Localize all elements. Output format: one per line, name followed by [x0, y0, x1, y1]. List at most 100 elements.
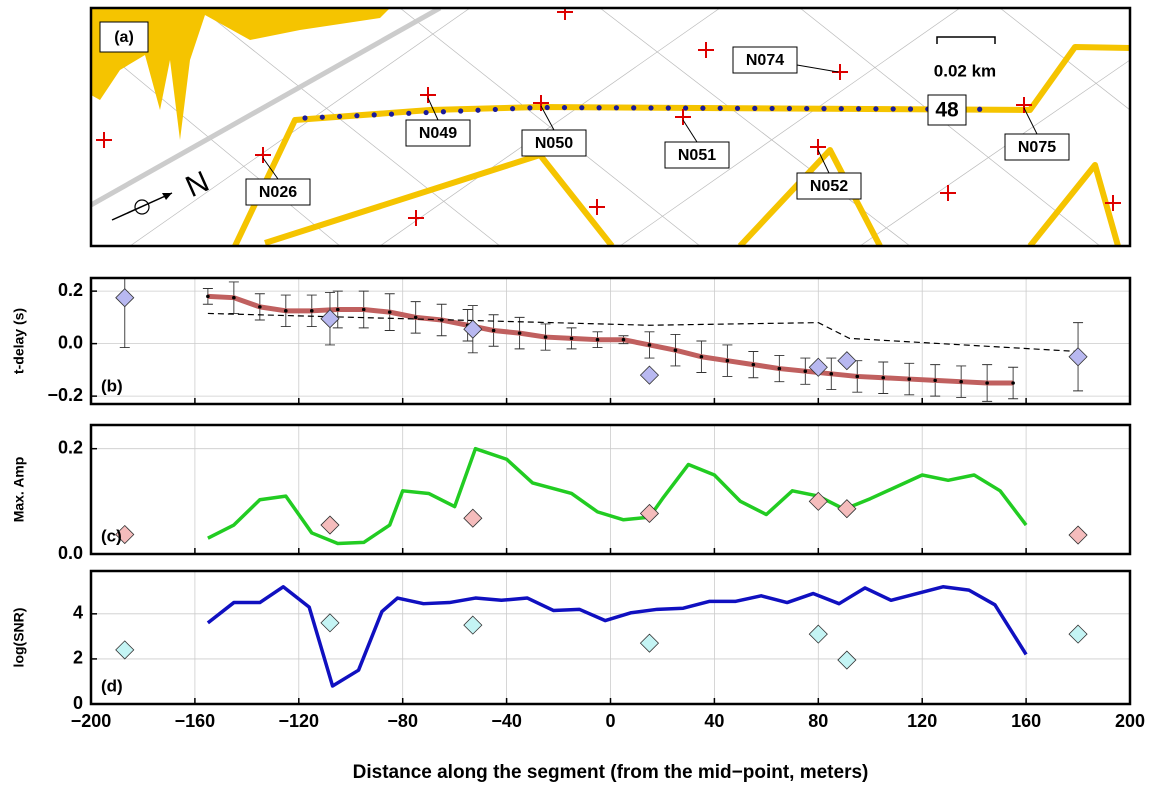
dot — [579, 105, 585, 111]
point — [751, 362, 756, 367]
map-frame — [89, 6, 1132, 248]
diamond — [639, 633, 660, 653]
diamond — [639, 365, 660, 385]
dot — [527, 105, 533, 111]
dot — [907, 106, 914, 112]
diamond — [115, 288, 135, 308]
station-labels: N074 N049 N050 N051 N075 N026 N052 — [245, 46, 1070, 206]
point — [725, 358, 730, 363]
station-label: N050 — [535, 135, 573, 152]
x-tick-label: −40 — [491, 711, 522, 731]
dot — [337, 113, 343, 120]
point — [284, 309, 288, 313]
dot — [821, 106, 827, 112]
dot — [648, 105, 654, 111]
point — [647, 343, 652, 347]
diamond — [320, 515, 340, 535]
y-tick-label: 0.2 — [58, 437, 83, 457]
dot — [838, 106, 844, 112]
point — [595, 337, 600, 342]
point — [206, 294, 210, 299]
point — [855, 374, 860, 379]
panel-label: (c) — [101, 526, 122, 545]
dot — [475, 107, 481, 113]
point — [959, 379, 963, 384]
dot — [302, 115, 308, 121]
series-line — [206, 585, 1028, 688]
x-tick-label: −160 — [175, 711, 216, 731]
dot — [440, 109, 446, 115]
y-axis-title: Max. Amp — [11, 457, 27, 523]
diamond — [808, 491, 828, 511]
point — [543, 335, 548, 339]
point — [777, 366, 782, 371]
series-line — [207, 446, 1028, 546]
y-axis-title: t-delay (s) — [11, 308, 27, 374]
point — [361, 307, 366, 312]
y-tick-label: 0.2 — [58, 280, 83, 300]
diamond — [320, 613, 340, 633]
markers — [96, 8, 1121, 226]
diamond — [320, 309, 340, 329]
point — [881, 375, 886, 380]
dot — [371, 112, 377, 118]
series-line — [207, 293, 1014, 386]
road — [91, 8, 442, 208]
y-tick-label: 0.0 — [58, 543, 83, 563]
dot — [423, 109, 429, 116]
station-label: N049 — [419, 125, 457, 142]
dot — [596, 105, 602, 111]
point — [621, 337, 626, 342]
dot — [734, 105, 741, 111]
point — [517, 331, 522, 335]
x-tick-label: 40 — [704, 711, 724, 731]
label-box — [99, 21, 149, 53]
dot — [717, 105, 723, 111]
dot — [890, 106, 896, 112]
y-tick-label: 4 — [73, 603, 83, 623]
dot — [700, 105, 706, 111]
x-tick-label: −80 — [387, 711, 418, 731]
diamond — [837, 351, 857, 371]
plot-frame — [89, 569, 1132, 706]
point — [673, 348, 678, 352]
point — [907, 377, 912, 381]
scale-bar — [936, 36, 996, 44]
plot-area — [91, 278, 1130, 404]
dashed-line — [207, 312, 1079, 353]
plot-area — [91, 571, 1130, 704]
point — [258, 305, 262, 309]
x-tick-label: −120 — [279, 711, 320, 731]
point — [985, 381, 989, 385]
dot — [319, 114, 325, 120]
dot — [804, 105, 810, 112]
diamond — [639, 503, 660, 524]
station-label: N051 — [678, 147, 716, 164]
diamond — [837, 499, 857, 519]
dot — [631, 105, 637, 111]
dot — [665, 105, 671, 111]
y-tick-label: 0.0 — [58, 332, 83, 352]
dot — [856, 106, 862, 112]
point — [413, 315, 418, 320]
x-tick-label: 120 — [907, 711, 937, 731]
coastline — [91, 8, 390, 140]
dot — [752, 105, 758, 111]
y-tick-label: 0 — [73, 693, 83, 713]
point — [699, 354, 704, 359]
diamond — [808, 357, 828, 377]
dot — [561, 104, 568, 111]
point — [1011, 381, 1015, 385]
point — [335, 307, 340, 312]
dot — [873, 106, 879, 112]
station-label: N074 — [746, 52, 784, 69]
segment-label: 48 — [935, 99, 959, 122]
dot — [769, 105, 775, 112]
station-dots — [302, 104, 983, 121]
x-tick-label: −200 — [71, 711, 112, 731]
dot — [406, 110, 412, 116]
plot-frame — [89, 276, 1132, 406]
y-tick-label: 2 — [73, 648, 83, 668]
scale-label: 0.02 km — [934, 61, 996, 80]
